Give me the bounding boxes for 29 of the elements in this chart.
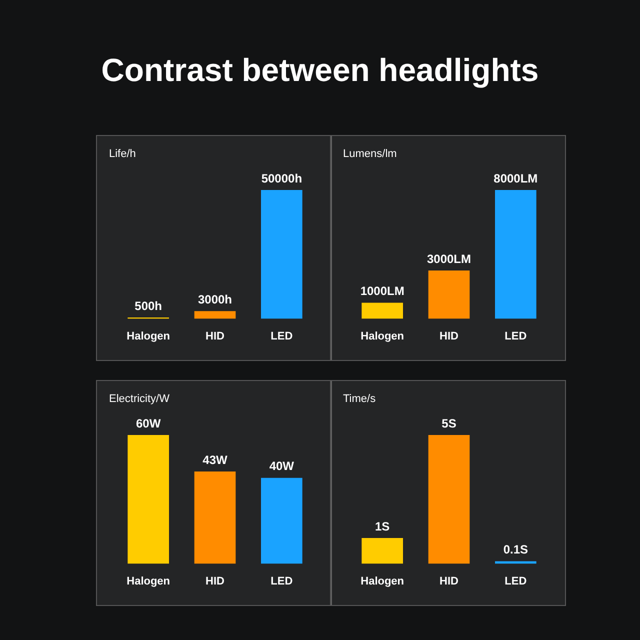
x-tick-label: LED bbox=[504, 330, 527, 342]
chart-title: Lumens/lm bbox=[343, 148, 397, 160]
x-tick-label: LED bbox=[270, 330, 293, 342]
chart-title: Electricity/W bbox=[109, 393, 170, 405]
x-tick-label: HID bbox=[206, 575, 225, 588]
data-label: 8000LM bbox=[494, 171, 538, 186]
x-tick-label: Halogen bbox=[360, 330, 404, 342]
data-label: 60W bbox=[136, 416, 162, 430]
data-label: 3000LM bbox=[426, 252, 472, 266]
x-tick-label: HID bbox=[440, 575, 459, 588]
data-label: 5S bbox=[442, 416, 456, 430]
data-label: 500h bbox=[134, 298, 162, 313]
x-tick-label: HID bbox=[440, 330, 459, 342]
data-label: 1000LM bbox=[360, 284, 404, 298]
x-tick-label: LED bbox=[504, 575, 527, 588]
data-label: 40W bbox=[269, 459, 295, 474]
data-label: 3000h bbox=[198, 292, 232, 306]
x-tick-label: LED bbox=[270, 575, 293, 588]
data-label: 43W bbox=[202, 452, 228, 467]
x-tick-label: HID bbox=[206, 330, 225, 342]
data-label: 1S bbox=[374, 519, 390, 534]
x-tick-label: Halogen bbox=[126, 330, 170, 342]
x-tick-label: Halogen bbox=[360, 575, 404, 588]
chart-title: Time/s bbox=[343, 393, 376, 405]
data-label: 50000h bbox=[261, 171, 302, 186]
text: Contrast between headlights bbox=[100, 52, 540, 89]
data-label: 0.1S bbox=[503, 542, 528, 557]
x-tick-label: Halogen bbox=[126, 575, 170, 588]
chart-title: Life/h bbox=[109, 148, 136, 160]
